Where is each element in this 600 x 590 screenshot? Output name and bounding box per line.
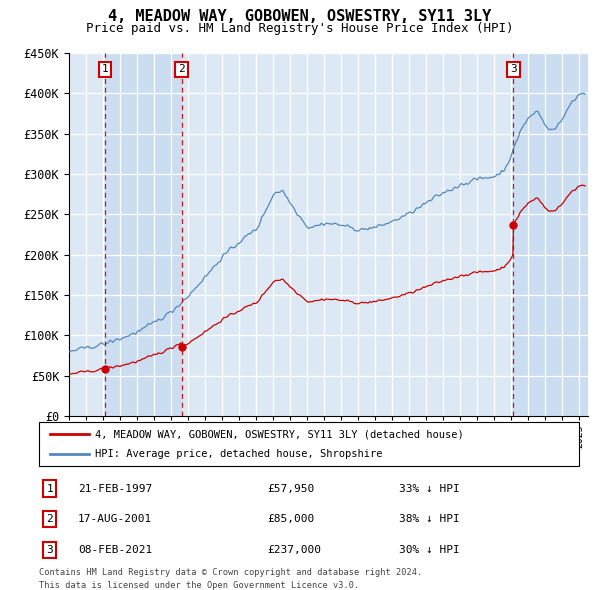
Text: £57,950: £57,950 [267, 484, 314, 493]
Text: 4, MEADOW WAY, GOBOWEN, OSWESTRY, SY11 3LY (detached house): 4, MEADOW WAY, GOBOWEN, OSWESTRY, SY11 3… [95, 430, 464, 439]
Bar [514, 53, 588, 416]
Text: 33% ↓ HPI: 33% ↓ HPI [399, 484, 460, 493]
Text: HPI: Average price, detached house, Shropshire: HPI: Average price, detached house, Shro… [95, 449, 382, 459]
Text: 1: 1 [46, 484, 53, 493]
Text: 30% ↓ HPI: 30% ↓ HPI [399, 545, 460, 555]
Text: 17-AUG-2001: 17-AUG-2001 [78, 514, 152, 524]
Text: 2: 2 [46, 514, 53, 524]
Text: £237,000: £237,000 [267, 545, 321, 555]
Text: 38% ↓ HPI: 38% ↓ HPI [399, 514, 460, 524]
Text: Contains HM Land Registry data © Crown copyright and database right 2024.: Contains HM Land Registry data © Crown c… [39, 568, 422, 577]
Bar [105, 53, 182, 416]
Text: 3: 3 [510, 64, 517, 74]
Text: 1: 1 [101, 64, 109, 74]
Text: 2: 2 [178, 64, 185, 74]
Text: £85,000: £85,000 [267, 514, 314, 524]
Text: 08-FEB-2021: 08-FEB-2021 [78, 545, 152, 555]
Text: 3: 3 [46, 545, 53, 555]
Text: 21-FEB-1997: 21-FEB-1997 [78, 484, 152, 493]
Text: 4, MEADOW WAY, GOBOWEN, OSWESTRY, SY11 3LY: 4, MEADOW WAY, GOBOWEN, OSWESTRY, SY11 3… [109, 9, 491, 24]
Text: This data is licensed under the Open Government Licence v3.0.: This data is licensed under the Open Gov… [39, 581, 359, 590]
Text: Price paid vs. HM Land Registry's House Price Index (HPI): Price paid vs. HM Land Registry's House … [86, 22, 514, 35]
